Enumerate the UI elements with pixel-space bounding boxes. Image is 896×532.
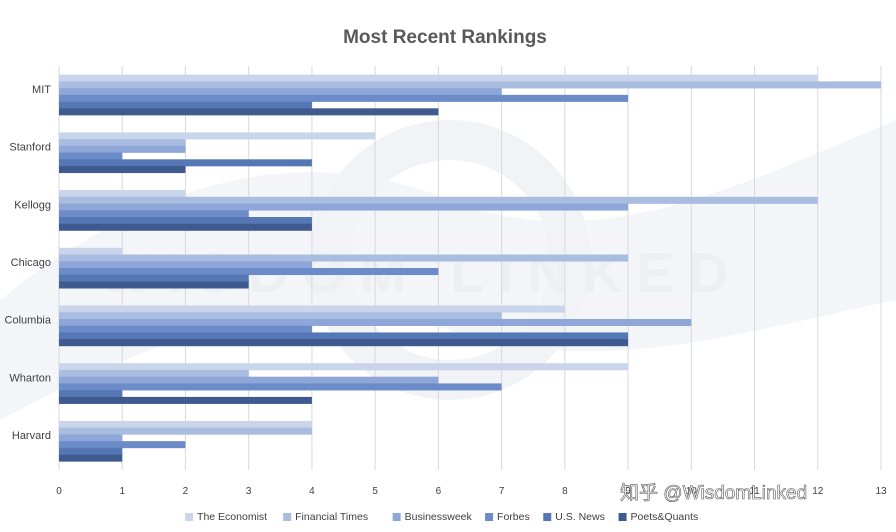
bar [59, 383, 502, 391]
axes: 0 1 2 3 4 5 6 7 8 9 10 11 12 13MITStanfordKelloggChic… [5, 84, 887, 497]
category-label: Kellogg [14, 199, 51, 211]
bar [59, 390, 123, 398]
x-tick-label: 3 [246, 486, 252, 497]
bar [59, 305, 565, 313]
x-tick-label: 12 [812, 486, 824, 497]
bar [59, 454, 123, 462]
bar [59, 420, 312, 428]
legend-label: The Economist [197, 511, 267, 523]
bar [59, 145, 186, 153]
bar [59, 203, 629, 211]
bar [59, 339, 629, 347]
bar [59, 196, 818, 204]
x-tick-label: 10 [686, 486, 698, 497]
x-tick-label: 8 [562, 486, 568, 497]
legend-label: Financial Times [295, 511, 368, 523]
bar [59, 88, 502, 96]
chart-title: Most Recent Rankings [343, 27, 547, 48]
category-label: MIT [32, 84, 51, 96]
bar [59, 363, 629, 371]
bar [59, 217, 312, 225]
legend-swatch [618, 513, 627, 521]
bar [59, 312, 502, 320]
bar [59, 261, 312, 269]
category-label: Wharton [9, 372, 51, 384]
x-tick-label: 6 [436, 486, 442, 497]
legend: The Economist Financial Times Businessweek… [185, 511, 698, 523]
bar [59, 101, 312, 109]
legend-label: Poets&Quants [631, 511, 699, 523]
x-tick-label: 0 [56, 486, 62, 497]
legend-label: U.S. News [555, 511, 605, 523]
bar [59, 274, 249, 282]
x-tick-label: 13 [875, 486, 887, 497]
category-label: Chicago [11, 257, 51, 269]
x-tick-label: 9 [625, 486, 631, 497]
bar [59, 152, 123, 160]
bar [59, 132, 376, 140]
bar [59, 281, 249, 289]
legend-swatch [485, 513, 494, 521]
x-tick-label: 5 [372, 486, 378, 497]
bar [59, 166, 186, 174]
bar [59, 94, 629, 102]
bar [59, 369, 249, 377]
overlay-watermark-text: 知乎 @WisdomLinked [620, 482, 807, 504]
legend-swatch [392, 513, 401, 521]
bar [59, 254, 629, 262]
bar [59, 447, 123, 455]
bar [59, 223, 312, 231]
legend-label: Forbes [497, 511, 530, 523]
category-label: Stanford [9, 142, 51, 154]
category-label: Harvard [12, 430, 51, 442]
x-tick-label: 2 [183, 486, 189, 497]
bar [59, 441, 186, 449]
legend-swatch [283, 513, 292, 521]
bar [59, 190, 186, 198]
legend-swatch [543, 513, 552, 521]
bar [59, 268, 439, 276]
bar [59, 247, 123, 255]
x-tick-label: 7 [499, 486, 505, 497]
x-tick-label: 4 [309, 486, 315, 497]
bar [59, 434, 123, 442]
bars [59, 74, 881, 462]
bar [59, 332, 629, 340]
bar [59, 139, 186, 147]
bar [59, 325, 312, 333]
bar [59, 396, 312, 404]
bar [59, 427, 312, 435]
bar [59, 376, 439, 384]
bar [59, 81, 881, 89]
legend-label: Businessweek [405, 511, 473, 523]
bar [59, 108, 439, 116]
bar [59, 210, 249, 218]
bar [59, 159, 312, 167]
bar [59, 318, 692, 327]
category-label: Columbia [5, 315, 52, 327]
x-tick-label: 11 [749, 486, 760, 497]
x-tick-label: 1 [119, 486, 125, 497]
legend-swatch [185, 513, 194, 521]
bar [59, 74, 818, 82]
